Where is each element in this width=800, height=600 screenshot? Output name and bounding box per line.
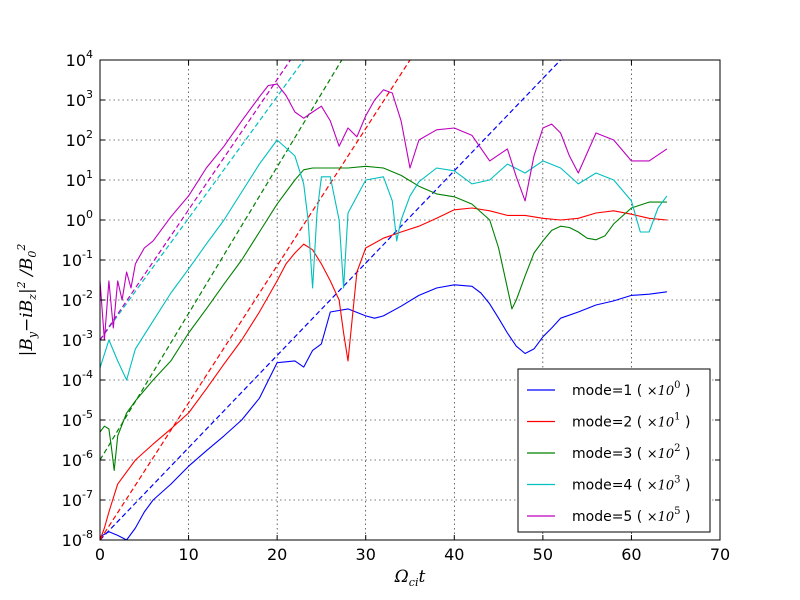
series-lines	[100, 83, 668, 540]
fit-line	[100, 60, 291, 341]
x-tick-label: 10	[178, 545, 198, 564]
y-tick-label: 10-7	[62, 488, 93, 510]
series-line-mode=3	[100, 165, 667, 471]
series-line-mode=1	[100, 284, 667, 540]
y-tick-label: 101	[66, 168, 93, 190]
fit-line	[100, 60, 305, 341]
x-tick-label: 70	[710, 545, 730, 564]
y-axis-label: |By−iBz|2 /B02	[15, 244, 39, 357]
series-line-mode=4	[100, 139, 668, 381]
fit-line	[100, 60, 343, 461]
x-tick-label: 30	[356, 545, 376, 564]
y-tick-label: 10-6	[62, 448, 93, 470]
x-axis-label: Ωcit	[394, 567, 426, 589]
series-line-mode=5	[100, 83, 668, 341]
x-tick-label: 40	[444, 545, 464, 564]
y-tick-label: 10-5	[62, 408, 93, 430]
fit-line	[100, 60, 411, 540]
legend-entry: mode=2 ( ×101 )	[572, 412, 690, 431]
legend-box	[517, 368, 711, 533]
ticks: 0 10 20 30 40 50 60 70 10-8 10-7 10-6 10-5 10-4 10-3 1…	[62, 48, 731, 564]
y-tick-label: 100	[66, 208, 93, 230]
fit-line	[100, 60, 562, 540]
y-tick-label: 104	[66, 48, 93, 70]
y-tick-label: 10-2	[62, 288, 93, 310]
legend-entry: mode=3 ( ×102 )	[572, 443, 690, 462]
fit-lines	[100, 60, 562, 540]
y-tick-label: 10-1	[62, 248, 93, 270]
legend-entry: mode=4 ( ×103 )	[572, 475, 690, 494]
legend: mode=1 ( ×100 ) mode=2 ( ×101 ) mode=3 ( ×…	[517, 368, 711, 533]
y-tick-label: 103	[66, 88, 93, 110]
y-tick-label: 10-4	[62, 368, 93, 390]
x-tick-label: 60	[621, 545, 641, 564]
legend-entry: mode=1 ( ×100 )	[572, 380, 690, 399]
x-tick-label: 50	[533, 545, 553, 564]
grid	[100, 60, 720, 540]
x-tick-label: 20	[267, 545, 287, 564]
y-tick-label: 10-3	[62, 328, 93, 350]
series-line-mode=2	[100, 207, 667, 540]
y-tick-label: 102	[66, 128, 93, 150]
x-tick-label: 0	[95, 545, 105, 564]
y-tick-label: 10-8	[62, 528, 93, 550]
legend-entry: mode=5 ( ×105 )	[572, 506, 690, 525]
